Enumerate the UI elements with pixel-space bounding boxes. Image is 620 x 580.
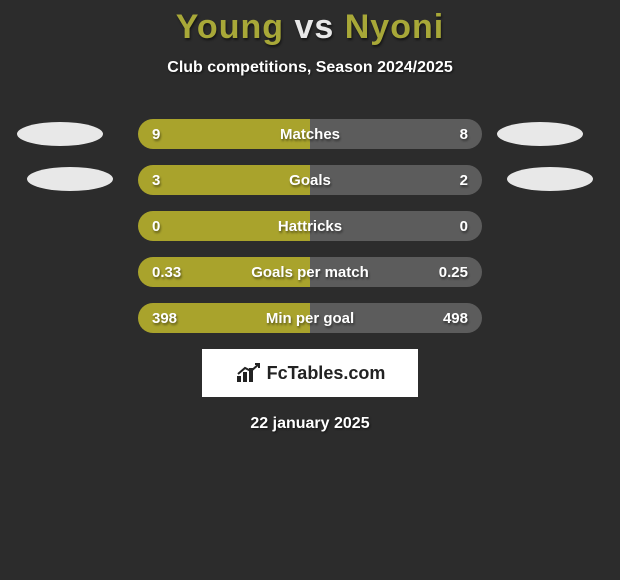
stat-right-value: 0.25 [439, 264, 468, 281]
stat-right-value: 0 [460, 218, 468, 235]
title-player2: Nyoni [345, 8, 444, 46]
stats-area: 9 Matches 8 3 Goals 2 0 Hattricks 0 0.33… [0, 119, 620, 433]
fctables-logo[interactable]: FcTables.com [202, 349, 418, 397]
decorative-ellipse [497, 122, 583, 146]
stat-left-value: 3 [152, 172, 160, 189]
stat-right-value: 498 [443, 310, 468, 327]
stat-right-value: 2 [460, 172, 468, 189]
subtitle: Club competitions, Season 2024/2025 [0, 59, 620, 77]
title-player1: Young [176, 8, 284, 46]
stat-label: Matches [280, 126, 340, 143]
stat-row-hattricks: 0 Hattricks 0 [138, 211, 482, 241]
stat-right-value: 8 [460, 126, 468, 143]
stat-left-value: 0 [152, 218, 160, 235]
stat-left-value: 9 [152, 126, 160, 143]
stat-left-value: 0.33 [152, 264, 181, 281]
logo-text: FcTables.com [267, 363, 386, 384]
decorative-ellipse [507, 167, 593, 191]
stat-row-goals: 3 Goals 2 [138, 165, 482, 195]
title-vs: vs [294, 8, 334, 46]
decorative-ellipse [27, 167, 113, 191]
decorative-ellipse [17, 122, 103, 146]
stat-label: Goals per match [251, 264, 369, 281]
date-label: 22 january 2025 [0, 415, 620, 433]
stat-left-value: 398 [152, 310, 177, 327]
stat-row-matches: 9 Matches 8 [138, 119, 482, 149]
bar-chart-arrow-icon [235, 362, 261, 384]
stat-label: Hattricks [278, 218, 342, 235]
stat-row-goals-per-match: 0.33 Goals per match 0.25 [138, 257, 482, 287]
stat-label: Min per goal [266, 310, 354, 327]
root: Young vs Nyoni Club competitions, Season… [0, 0, 620, 433]
stat-label: Goals [289, 172, 331, 189]
page-title: Young vs Nyoni [0, 8, 620, 47]
stat-row-min-per-goal: 398 Min per goal 498 [138, 303, 482, 333]
